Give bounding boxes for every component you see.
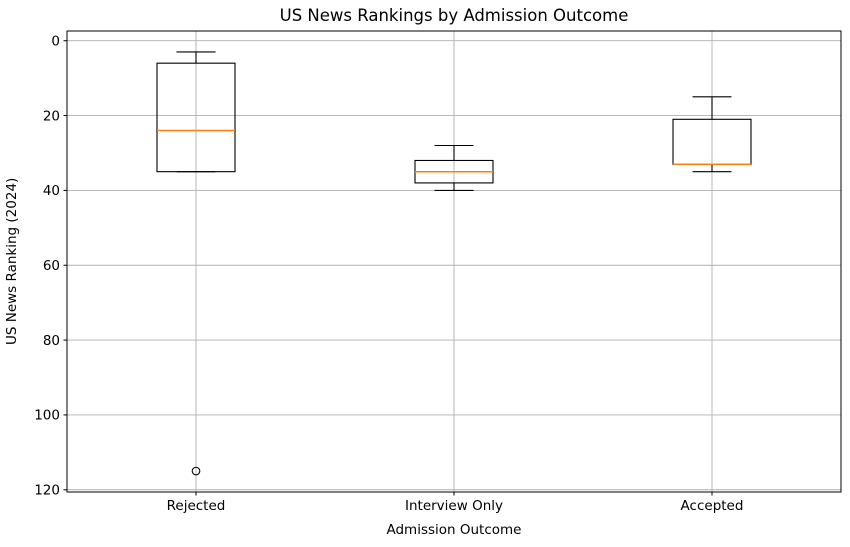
chart-title: US News Rankings by Admission Outcome (279, 6, 629, 25)
y-tick-label: 40 (43, 183, 60, 199)
x-axis-label: Admission Outcome (386, 522, 522, 538)
y-tick-label: 60 (43, 258, 60, 274)
x-tick-label: Rejected (167, 498, 226, 514)
y-tick-label: 100 (34, 408, 60, 424)
x-tick-label: Interview Only (405, 498, 503, 514)
y-tick-label: 0 (51, 34, 60, 50)
box (156, 62, 236, 173)
outlier-point (191, 466, 201, 476)
y-tick-label: 120 (34, 483, 60, 499)
y-tick-label: 20 (43, 108, 60, 124)
y-tick-label: 80 (43, 333, 60, 349)
x-tick-label: Accepted (681, 498, 744, 514)
